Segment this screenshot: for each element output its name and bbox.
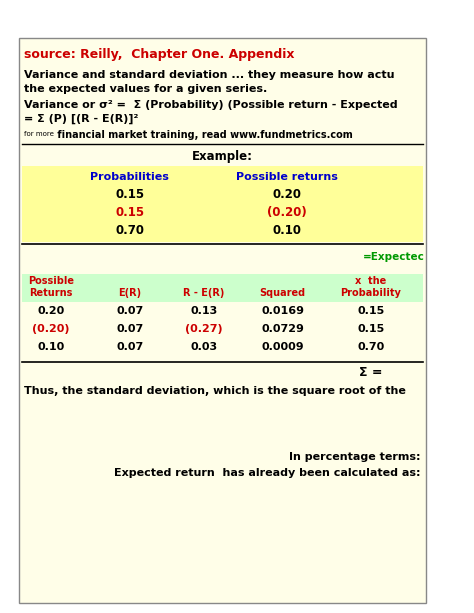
Text: Probability: Probability <box>340 288 401 298</box>
Text: 0.70: 0.70 <box>115 224 144 237</box>
FancyBboxPatch shape <box>22 166 423 242</box>
FancyBboxPatch shape <box>18 38 426 603</box>
Text: Variance and standard deviation ... they measure how actu: Variance and standard deviation ... they… <box>24 70 394 80</box>
Text: 0.07: 0.07 <box>116 342 143 352</box>
Text: 0.07: 0.07 <box>116 306 143 316</box>
Text: 0.10: 0.10 <box>37 342 64 352</box>
Text: source: Reilly,  Chapter One. Appendix: source: Reilly, Chapter One. Appendix <box>24 48 295 61</box>
Text: 0.20: 0.20 <box>37 306 64 316</box>
Text: 0.15: 0.15 <box>357 324 384 334</box>
Text: (0.20): (0.20) <box>267 206 307 219</box>
Text: Returns: Returns <box>29 288 73 298</box>
Text: Squared: Squared <box>260 288 306 298</box>
Text: 0.10: 0.10 <box>273 224 302 237</box>
Text: (0.27): (0.27) <box>185 324 223 334</box>
Text: (0.20): (0.20) <box>32 324 70 334</box>
Text: Expected return  has already been calculated as:: Expected return has already been calcula… <box>114 468 421 478</box>
Text: the expected values for a given series.: the expected values for a given series. <box>24 84 267 94</box>
Text: financial market training, read www.fundmetrics.com: financial market training, read www.fund… <box>54 130 353 140</box>
Text: = Σ (P) [(R - E(R)]²: = Σ (P) [(R - E(R)]² <box>24 114 138 124</box>
Text: x  the: x the <box>355 276 386 286</box>
FancyBboxPatch shape <box>22 274 423 302</box>
Text: 0.15: 0.15 <box>357 306 384 316</box>
Text: In percentage terms:: In percentage terms: <box>289 452 421 462</box>
Text: R - E(R): R - E(R) <box>183 288 225 298</box>
Text: Possible: Possible <box>28 276 74 286</box>
Text: 0.0009: 0.0009 <box>261 342 304 352</box>
Text: Σ =: Σ = <box>359 366 383 379</box>
Text: Variance or σ² =  Σ (Probability) (Possible return - Expected: Variance or σ² = Σ (Probability) (Possib… <box>24 100 398 110</box>
Text: Example:: Example: <box>192 150 253 163</box>
Text: 0.03: 0.03 <box>191 342 218 352</box>
Text: E(R): E(R) <box>118 288 141 298</box>
Text: 0.0729: 0.0729 <box>261 324 304 334</box>
Text: for more: for more <box>24 131 54 137</box>
Text: 0.15: 0.15 <box>115 188 144 201</box>
Text: 0.20: 0.20 <box>273 188 302 201</box>
Text: 0.13: 0.13 <box>190 306 218 316</box>
Text: Probabilities: Probabilities <box>91 172 169 182</box>
Text: Thus, the standard deviation, which is the square root of the: Thus, the standard deviation, which is t… <box>24 386 406 396</box>
Text: =Expectec: =Expectec <box>363 252 425 262</box>
Text: Possible returns: Possible returns <box>237 172 338 182</box>
Text: 0.0169: 0.0169 <box>261 306 304 316</box>
Text: 0.70: 0.70 <box>357 342 384 352</box>
Text: 0.07: 0.07 <box>116 324 143 334</box>
Text: 0.15: 0.15 <box>115 206 144 219</box>
